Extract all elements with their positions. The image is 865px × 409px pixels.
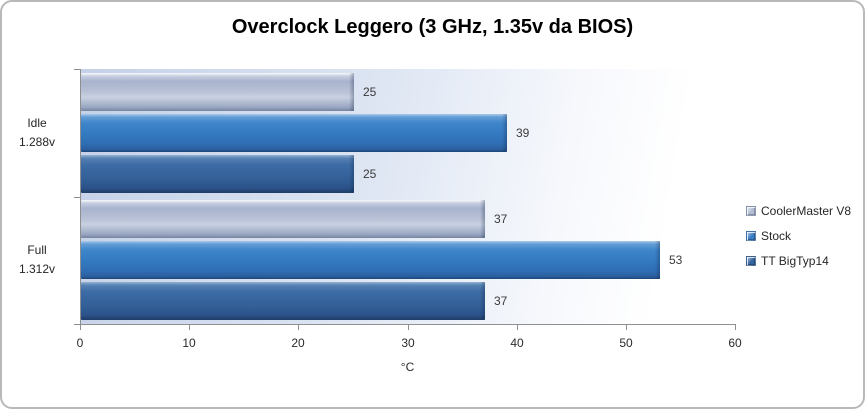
- bar-value-label: 37: [494, 212, 508, 227]
- x-axis-tick: [626, 325, 627, 330]
- category-voltage: 1.288v: [18, 134, 56, 149]
- x-axis-tick-label: 20: [291, 336, 305, 350]
- legend-label: CoolerMaster V8: [761, 203, 852, 218]
- bar-tt-bigtyp14-idle: [81, 154, 354, 193]
- legend-item: CoolerMaster V8: [746, 198, 851, 223]
- bar-stock-idle: [81, 113, 507, 152]
- legend-marker-icon: [746, 255, 756, 266]
- legend: CoolerMaster V8 Stock TT BigTyp14: [746, 198, 851, 273]
- category-label: Full 1.312v: [2, 241, 72, 279]
- bar-tt-bigtyp14-full: [81, 282, 485, 321]
- bar-coolermaster-v8-full: [81, 200, 485, 239]
- legend-item: TT BigTyp14: [746, 248, 851, 273]
- legend-label: TT BigTyp14: [761, 253, 829, 268]
- x-axis-tick: [408, 325, 409, 330]
- x-axis-line: [74, 324, 736, 325]
- chart-title: Overclock Leggero (3 GHz, 1.35v da BIOS): [231, 16, 634, 38]
- x-axis-tick-label: 40: [510, 336, 524, 350]
- category-voltage: 1.312v: [18, 262, 56, 277]
- bar-coolermaster-v8-idle: [81, 72, 354, 111]
- y-axis-tick: [74, 324, 80, 325]
- bar-value-label: 53: [669, 253, 683, 268]
- bar-value-label: 39: [516, 125, 530, 140]
- x-axis-tick-label: 10: [182, 336, 196, 350]
- x-axis-tick-label: 30: [401, 336, 415, 350]
- x-axis-tick: [298, 325, 299, 330]
- y-axis-line: [80, 69, 81, 325]
- x-axis-tick-label: 50: [619, 336, 633, 350]
- y-axis-tick: [74, 196, 80, 198]
- x-axis-tick: [189, 325, 190, 330]
- bar-stock-full: [81, 241, 660, 280]
- legend-item: Stock: [746, 223, 851, 248]
- plot-area: [81, 69, 735, 324]
- category-label: Idle 1.288v: [2, 114, 72, 152]
- legend-marker-icon: [746, 230, 756, 241]
- x-axis-tick: [80, 325, 81, 330]
- legend-marker-icon: [746, 205, 756, 216]
- x-axis-title: °C: [400, 360, 415, 374]
- legend-label: Stock: [761, 228, 792, 243]
- x-axis-tick: [735, 325, 736, 330]
- x-axis-tick-label: 0: [76, 336, 84, 350]
- bar-value-label: 25: [363, 84, 377, 99]
- x-axis-tick-label: 60: [728, 336, 742, 350]
- bar-value-label: 37: [494, 294, 508, 309]
- category-name: Idle: [27, 115, 47, 130]
- bar-value-label: 25: [363, 166, 377, 181]
- y-axis-tick: [74, 69, 80, 70]
- x-axis-tick: [517, 325, 518, 330]
- category-name: Full: [27, 243, 47, 258]
